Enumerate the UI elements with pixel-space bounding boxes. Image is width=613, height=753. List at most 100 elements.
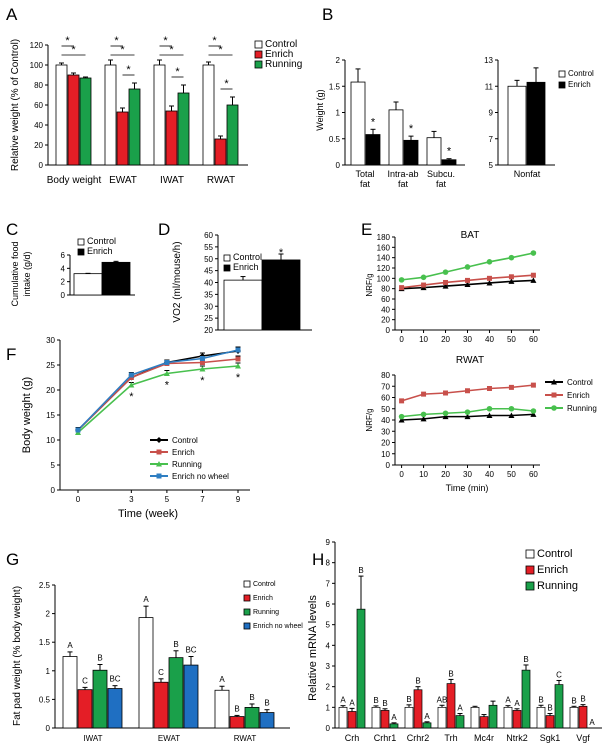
x-tick-label: 10 [419, 470, 428, 479]
x-category-label: Ntrk2 [506, 733, 528, 743]
significance-star: * [163, 35, 168, 47]
y-axis-title: Cumulative food [10, 241, 20, 306]
x-tick-label: 5 [165, 495, 170, 504]
group-letter: B [538, 695, 543, 704]
bar-enrich [153, 681, 169, 729]
significance-star: * [175, 66, 180, 78]
bar-control [371, 706, 381, 729]
bar-control [153, 64, 166, 166]
bar-running [92, 669, 108, 729]
bar-enrich [365, 134, 381, 166]
panel-label: F [6, 345, 16, 364]
y-tick-label: 100 [377, 274, 391, 283]
y-axis-title: intake (g/d) [22, 251, 32, 296]
group-letter: A [340, 696, 346, 705]
bar-running [177, 92, 190, 166]
x-category-label: Mc4r [474, 733, 494, 743]
legend-swatch [525, 565, 535, 575]
significance-star: * [71, 44, 76, 56]
group-letter: A [514, 699, 520, 708]
x-tick-label: 20 [441, 470, 450, 479]
data-point [530, 382, 536, 388]
bar-running [168, 657, 184, 729]
y-tick-label: 10 [46, 436, 55, 445]
data-point [508, 412, 515, 418]
y-tick-label: 60 [34, 101, 43, 110]
legend-swatch [243, 594, 251, 602]
bar-control [62, 656, 78, 729]
y-tick-label: 0 [326, 724, 331, 733]
group-letter: B [406, 695, 411, 704]
y-tick-label: 120 [30, 41, 44, 50]
significance-star: * [212, 35, 217, 47]
significance-star: * [65, 35, 70, 47]
bar-control [507, 85, 527, 166]
bar-control [503, 706, 513, 729]
y-tick-label: 15 [46, 411, 55, 420]
y-tick-label: 9 [489, 109, 494, 118]
legend-swatch [77, 238, 85, 246]
bar-control [202, 64, 215, 166]
group-letter: B [382, 699, 387, 708]
x-tick-label: 0 [399, 470, 404, 479]
group-letter: C [82, 676, 88, 685]
data-point [398, 277, 405, 283]
legend-swatch [254, 40, 263, 49]
significance-star: * [200, 375, 205, 387]
bar-running [422, 722, 432, 729]
bar-running [389, 723, 399, 729]
y-tick-label: 80 [381, 285, 390, 294]
bar-enrich [413, 689, 423, 729]
bar-enrich [403, 139, 419, 166]
y-tick-label: 25 [46, 361, 55, 370]
series-line-running [77, 365, 239, 434]
group-letter: B [249, 693, 254, 702]
legend-swatch [243, 622, 251, 630]
legend-label: Control [568, 69, 594, 78]
group-letter: B [547, 704, 552, 713]
y-tick-label: 40 [381, 416, 390, 425]
bar-enrich [545, 715, 555, 729]
data-point [421, 391, 427, 397]
group-letter: B [97, 654, 102, 663]
legend-marker [156, 449, 162, 455]
y-tick-label: 2 [46, 610, 51, 619]
data-point [199, 360, 205, 365]
x-tick-label: 9 [236, 495, 241, 504]
y-tick-label: 6 [326, 600, 331, 609]
bar-running [488, 704, 498, 729]
x-tick-label: 30 [463, 470, 472, 479]
y-tick-label: 0.5 [39, 695, 51, 704]
legend-label: Running [537, 580, 578, 592]
y-tick-label: 2 [336, 56, 341, 65]
bar-control [437, 706, 447, 729]
data-point [399, 398, 405, 404]
y-tick-label: 20 [204, 326, 213, 335]
x-category-label: Trh [444, 733, 457, 743]
bar-control [426, 137, 442, 166]
x-tick-label: 10 [419, 335, 428, 344]
group-letter: B [358, 566, 363, 575]
group-letter: B [173, 640, 178, 649]
data-point [486, 275, 492, 281]
y-tick-label: 0 [39, 161, 44, 170]
group-letter: B [448, 669, 453, 678]
bar-running [244, 707, 260, 729]
x-tick-label: 20 [441, 335, 450, 344]
legend-label: Running [253, 609, 279, 616]
group-letter: BC [109, 675, 120, 684]
bar-control [223, 279, 263, 331]
bar-running [554, 684, 564, 729]
y-tick-label: 5 [326, 621, 331, 630]
legend-swatch [254, 50, 263, 59]
x-category-label: fat [398, 179, 409, 189]
legend-label: Control [567, 378, 593, 387]
legend-label: Enrich no wheel [253, 623, 303, 630]
bar-control [104, 64, 117, 166]
data-point [508, 405, 515, 412]
data-point [420, 274, 427, 281]
x-category-label: Intra-ab [387, 169, 418, 179]
group-letter: C [556, 670, 562, 679]
y-tick-label: 40 [34, 121, 43, 130]
legend-swatch [223, 264, 231, 272]
